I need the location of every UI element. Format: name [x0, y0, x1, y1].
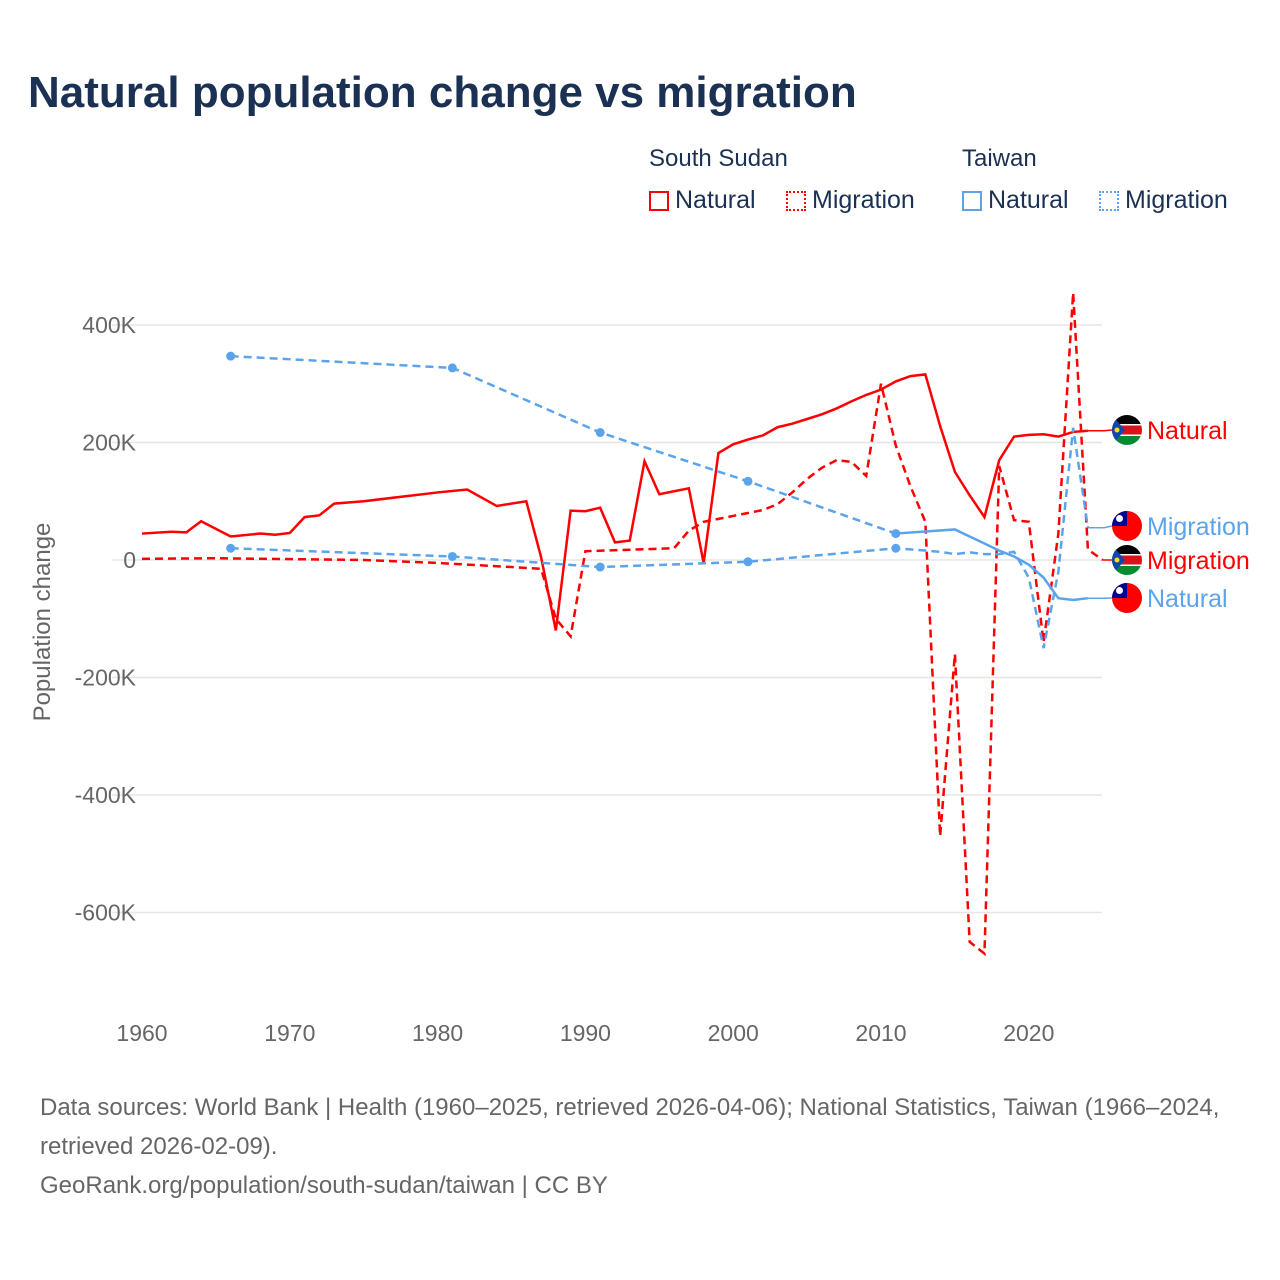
legend-item-taiwan-migration[interactable]: Migration [1099, 186, 1228, 215]
taiwan-natural-point [891, 529, 901, 539]
dotted-swatch-icon [786, 191, 806, 211]
y-tick-label: -600K [75, 900, 137, 926]
taiwan-migration-point [891, 543, 901, 553]
x-tick-label: 1990 [560, 1020, 611, 1046]
taiwan-natural-line [895, 528, 1089, 602]
label-connector [1087, 429, 1113, 432]
legend-group-taiwan: Taiwan [962, 145, 1037, 172]
x-tick-label: 1980 [412, 1020, 463, 1046]
legend-label: Natural [675, 186, 756, 214]
taiwan-migration-point [447, 551, 457, 561]
data-sources: Data sources: World Bank | Health (1960–… [40, 1094, 1220, 1160]
y-tick-label: 200K [82, 430, 136, 456]
taiwan-flag-icon [1112, 511, 1142, 541]
legend-item-south-sudan-natural[interactable]: Natural [649, 186, 756, 215]
taiwan-natural-point [595, 428, 605, 438]
south-sudan-migration-line [141, 292, 1104, 957]
south-sudan-flag-icon [1112, 545, 1142, 575]
series-end-label: Migration [1147, 547, 1250, 575]
plot-area: Population change 400K 200K 0 -200K -400K -60… [29, 292, 1250, 1046]
y-tick-label: -400K [75, 782, 137, 808]
legend-label: Natural [988, 186, 1069, 214]
series-end-label: Natural [1147, 585, 1228, 613]
taiwan-migration-point [226, 543, 236, 553]
taiwan-natural-point [447, 363, 457, 373]
taiwan-migration-point [743, 557, 753, 567]
legend-item-south-sudan-migration[interactable]: Migration [786, 186, 915, 215]
taiwan-natural-point [226, 351, 236, 361]
series-end-label: Natural [1147, 417, 1228, 445]
legend-label: Migration [1125, 186, 1228, 214]
x-tick-label: 2020 [1003, 1020, 1054, 1046]
solid-swatch-icon [962, 191, 982, 211]
south-sudan-flag-icon [1112, 415, 1142, 445]
taiwan-migration-point [595, 562, 605, 572]
series-end-label: Migration [1147, 513, 1250, 541]
y-tick-label: 0 [123, 547, 136, 573]
y-tick-label: -200K [75, 665, 137, 691]
y-axis-label: Population change [29, 523, 56, 722]
dotted-swatch-icon [1099, 191, 1119, 211]
footer: Data sources: World Bank | Health (1960–… [40, 1088, 1260, 1205]
solid-swatch-icon [649, 191, 669, 211]
legend-label: Migration [812, 186, 915, 214]
x-tick-label: 1960 [116, 1020, 167, 1046]
legend-item-taiwan-natural[interactable]: Natural [962, 186, 1069, 215]
x-tick-label: 2010 [855, 1020, 906, 1046]
y-tick-label: 400K [82, 312, 136, 338]
legend-group-south-sudan: South Sudan [649, 145, 788, 172]
taiwan-flag-icon [1112, 583, 1142, 613]
taiwan-natural-point [743, 476, 753, 486]
chart-title: Natural population change vs migration [28, 68, 857, 117]
label-connector [1087, 525, 1113, 529]
x-tick-label: 1970 [264, 1020, 315, 1046]
taiwan-migration-line [230, 427, 1090, 649]
source-link[interactable]: GeoRank.org/population/south-sudan/taiwa… [40, 1172, 608, 1199]
south-sudan-natural-line [141, 372, 1089, 631]
x-tick-label: 2000 [708, 1020, 759, 1046]
